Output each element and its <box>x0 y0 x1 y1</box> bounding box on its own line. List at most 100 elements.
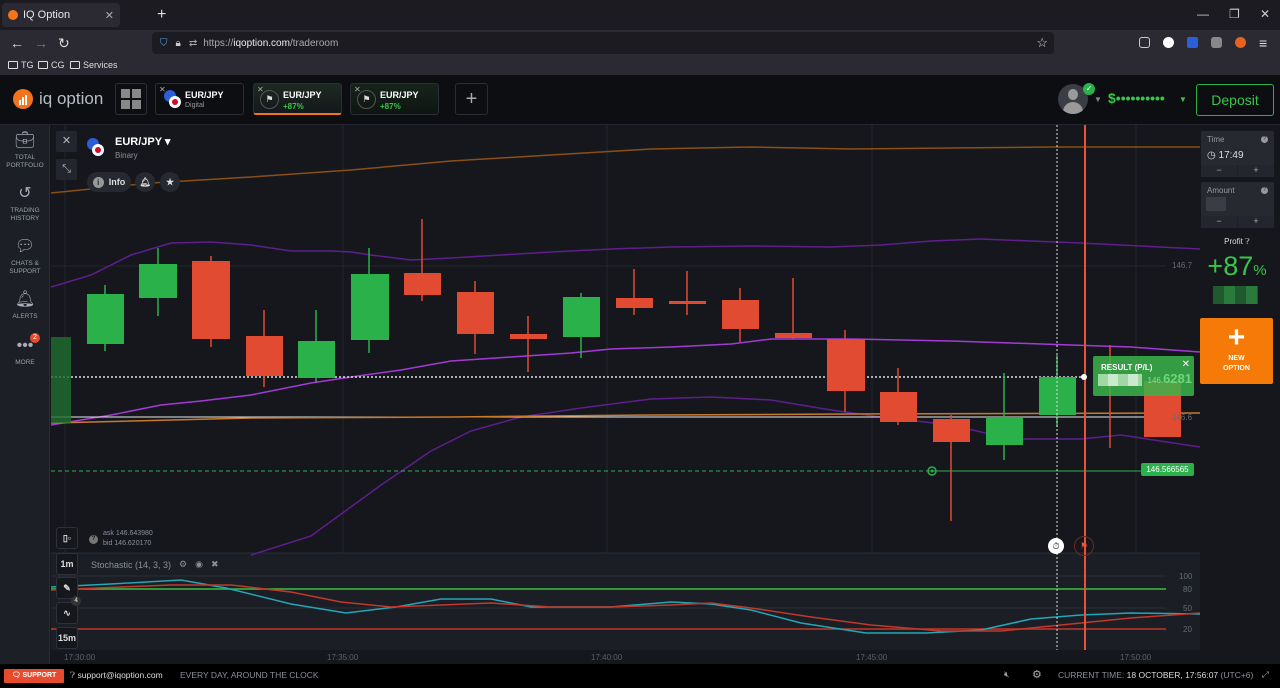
collapse-chart-button[interactable]: ⤡ <box>56 159 77 180</box>
help-icon[interactable]: ? <box>1261 187 1268 194</box>
asset-tab-digital[interactable]: ✕ EUR/JPY Digital <box>155 83 244 115</box>
asset-tab-name: EUR/JPY <box>380 90 419 100</box>
asset-tab-name: EUR/JPY <box>185 90 224 100</box>
result-pl-tooltip[interactable]: RESULT (P/L) ✕ 146.6281 <box>1093 356 1194 396</box>
sidebar-item-more[interactable]: ••• 2 MORE <box>0 333 50 367</box>
browser-tab-strip: IQ Option ✕ + — ❐ ✕ <box>0 0 1280 30</box>
asset-tab-3[interactable]: ✕ ⚑ EUR/JPY +87% <box>350 83 439 115</box>
lock-icon: 🔒︎ <box>175 37 181 49</box>
amount-decrease-button[interactable]: − <box>1201 216 1237 228</box>
eur-jpy-flag-icon <box>87 138 107 158</box>
chevron-down-icon[interactable]: ▼ <box>1094 95 1102 104</box>
bookmark-cg[interactable]: CG <box>38 60 65 70</box>
amount-value-hidden[interactable] <box>1206 197 1226 211</box>
alert-bell-button[interactable]: 🔔︎ <box>135 172 155 192</box>
extension-fox-icon[interactable] <box>1235 37 1246 48</box>
price-axis-label: 146.6 <box>1172 413 1193 422</box>
back-icon[interactable]: ← <box>10 35 24 51</box>
current-time: CURRENT TIME: 18 OCTOBER, 17:56:07 (UTC+… <box>1058 670 1253 680</box>
pocket-icon[interactable] <box>1139 37 1150 48</box>
chart-type-button[interactable]: ▯▫ <box>56 527 78 549</box>
bitwarden-icon[interactable] <box>1187 37 1198 48</box>
layout-grid-button[interactable] <box>115 83 147 115</box>
minimize-icon[interactable]: — <box>1197 7 1209 21</box>
profit-unit: % <box>1253 262 1267 279</box>
support-button[interactable]: 🗨︎ SUPPORT <box>4 669 64 683</box>
close-tab-icon[interactable]: ✕ <box>257 85 264 94</box>
new-option-button[interactable]: + NEW OPTION <box>1200 318 1273 384</box>
bell-icon: 🔔︎ <box>139 176 151 187</box>
amount-control[interactable]: Amount ? − + <box>1201 182 1274 228</box>
close-window-icon[interactable]: ✕ <box>1260 7 1271 21</box>
bookmark-label: TG <box>21 60 34 70</box>
sidebar-item-portfolio[interactable]: 💼︎ TOTAL PORTFOLIO <box>0 132 50 170</box>
remove-indicator-icon[interactable]: ✖ <box>210 559 219 569</box>
amount-increase-button[interactable]: + <box>1238 216 1274 228</box>
info-button[interactable]: i Info <box>87 172 131 192</box>
profit-label-text: Profit <box>1224 237 1243 246</box>
sidebar-item-alerts[interactable]: 🔔︎ ALERTS <box>0 291 50 321</box>
help-icon[interactable]: ❓︎ <box>1245 237 1250 246</box>
sidebar-item-chats[interactable]: 💬︎ CHATS & SUPPORT <box>0 238 50 276</box>
help-icon[interactable]: ? <box>1261 136 1268 143</box>
time-value: ◷ 17:49 <box>1207 150 1244 161</box>
eye-icon[interactable]: ◉ <box>195 559 203 569</box>
shield-icon: ⛉ <box>160 37 168 49</box>
close-tab-icon[interactable]: ✕ <box>104 9 114 22</box>
candlestick-chart[interactable] <box>51 125 1200 664</box>
indicators-button[interactable]: ∿ 4 <box>56 596 81 624</box>
time-axis-label: 17:45:00 <box>856 653 888 662</box>
help-icon[interactable]: ? <box>89 535 98 544</box>
fullscreen-icon[interactable]: ⤢ <box>1262 669 1269 679</box>
time-label: Time <box>1207 135 1225 144</box>
settings-gear-icon[interactable]: ⚙ <box>179 559 188 569</box>
drawing-tools-button[interactable]: ✎ <box>56 577 78 599</box>
close-tab-icon[interactable]: ✕ <box>354 85 361 94</box>
asset-name[interactable]: EUR/JPY ▾ <box>115 136 171 148</box>
mute-icon[interactable]: 🔇︎ <box>1004 669 1010 679</box>
url-path: /traderoom <box>289 37 339 49</box>
support-label: SUPPORT <box>22 672 57 679</box>
info-icon: i <box>92 176 104 188</box>
bookmark-tg[interactable]: TG <box>8 60 34 70</box>
iqoption-logo[interactable]: iq option <box>13 89 103 109</box>
browser-tab[interactable]: IQ Option ✕ <box>2 3 120 27</box>
expiration-time-control[interactable]: Time ? ◷ 17:49 − + <box>1201 131 1274 177</box>
sidebar-label: CHATS & <box>11 260 39 267</box>
bookmark-label: CG <box>51 60 65 70</box>
privacy-badger-icon[interactable] <box>1211 37 1222 48</box>
sidebar-item-history[interactable]: ↺ TRADING HISTORY <box>0 185 50 223</box>
balance-chevron-down-icon[interactable]: ▼ <box>1179 95 1187 104</box>
forward-icon[interactable]: → <box>34 35 48 51</box>
chart-timeframe-button[interactable]: 15m <box>56 627 78 649</box>
close-result-icon[interactable]: ✕ <box>1181 359 1190 370</box>
candle-timeframe-button[interactable]: 1m <box>56 553 78 575</box>
timezone: (UTC+6) <box>1220 670 1254 680</box>
reload-icon[interactable]: ↻ <box>58 35 70 51</box>
settings-gear-icon[interactable]: ⚙ <box>1032 669 1042 681</box>
bookmark-star-icon[interactable]: ☆ <box>1036 35 1048 50</box>
account-balance[interactable]: $•••••••••• <box>1108 90 1165 106</box>
extension-l-icon[interactable] <box>1163 37 1174 48</box>
favorite-star-button[interactable]: ★ <box>160 172 180 192</box>
new-tab-button[interactable]: + <box>157 6 167 23</box>
amount-label: Amount <box>1207 186 1235 195</box>
asset-tab-active[interactable]: ✕ ⚑ EUR/JPY +87% <box>253 83 342 115</box>
deposit-button[interactable]: Deposit <box>1196 84 1274 116</box>
stopwatch-icon: ⏱︎ <box>1048 538 1064 554</box>
bookmark-services[interactable]: Services <box>70 60 118 70</box>
stochastic-label: Stochastic (14, 3, 3) <box>91 559 172 570</box>
time-increase-button[interactable]: + <box>1238 165 1274 177</box>
bid-price: bid 146.620170 <box>103 540 152 547</box>
bookmarks-bar: TG CG Services <box>0 57 1280 75</box>
chart-area[interactable]: ✕ ⤡ EUR/JPY ▾ Binary i Info 🔔︎ ★ 146.7 1… <box>51 125 1200 664</box>
iqoption-favicon-icon <box>8 10 18 20</box>
time-decrease-button[interactable]: − <box>1201 165 1237 177</box>
support-email[interactable]: ❓︎ support@iqoption.com <box>70 670 163 681</box>
url-bar[interactable]: ⛉ 🔒︎ ⇄ https://iqoption.com/traderoom ☆ <box>152 32 1054 54</box>
close-tab-icon[interactable]: ✕ <box>159 85 166 94</box>
menu-icon[interactable]: ≡ <box>1259 35 1268 51</box>
add-asset-button[interactable]: + <box>455 83 488 115</box>
close-chart-button[interactable]: ✕ <box>56 131 77 152</box>
restore-icon[interactable]: ❐ <box>1229 7 1240 21</box>
